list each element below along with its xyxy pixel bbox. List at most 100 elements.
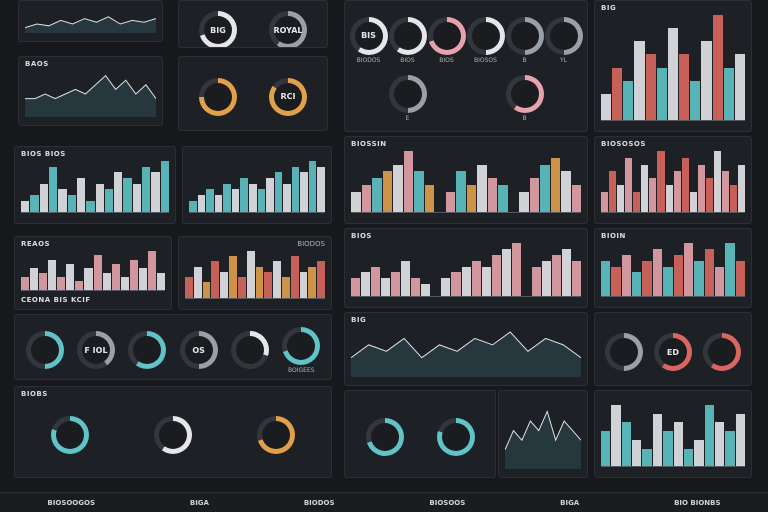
gauge-ring [388,74,427,113]
bar [299,271,308,298]
panel-m2: BIOSSIN [344,136,588,224]
bar [641,164,649,212]
panel-r5 [594,390,752,478]
bar [76,178,86,212]
gauge[interactable] [703,333,742,371]
bar [67,195,76,212]
bar [511,243,521,296]
bar [705,178,713,212]
bar [421,284,431,296]
gauge[interactable] [199,77,237,116]
gauge-value [471,21,500,50]
gauge[interactable]: BIOSOS [466,16,505,64]
bar [21,200,30,212]
bar [281,277,290,298]
gauge[interactable] [25,331,64,369]
gauge[interactable]: B [505,16,544,64]
footer-item[interactable]: BIO BIONBS [674,498,721,507]
bar [561,248,572,296]
gauge[interactable]: BIS BIODOS [349,16,388,64]
bar [652,413,663,466]
gauge[interactable]: E [388,74,427,122]
gauge[interactable] [365,418,404,456]
bar [266,178,274,212]
bar-plot [351,151,581,213]
line-area [25,16,156,33]
gauge[interactable] [604,333,643,371]
gauge-row: ED [599,323,747,381]
bar [84,268,93,290]
gauge[interactable] [128,331,167,369]
bar [93,255,102,290]
bar [317,261,325,298]
gauge[interactable]: RCI [269,77,307,116]
footer-item[interactable]: BIOSOOS [429,498,466,507]
gauge-ring [230,331,269,369]
bar [466,184,476,212]
gauge[interactable] [230,331,269,369]
panel-title: BIG [351,316,367,324]
gauge[interactable]: BIG [199,11,237,47]
bar [273,261,281,298]
gauge-ring [544,16,583,55]
gauge-ring [199,77,237,116]
gauge[interactable]: F IOL [76,331,115,369]
gauge[interactable]: YL [544,16,583,64]
gauge[interactable]: BIOS [388,16,427,64]
gauge-row: F IOL OS BOIGEES [19,325,327,375]
gauge-ring: ED [653,333,692,371]
gauge-value: F IOL [81,336,110,364]
bar [611,266,621,296]
bar [58,189,67,212]
bar [274,172,283,212]
gauge[interactable]: B [505,74,544,122]
bar [683,243,694,296]
gauge[interactable] [256,416,295,454]
bar [541,260,551,296]
footer-item[interactable]: BIGA [560,498,580,507]
gauge[interactable]: BOIGEES [282,326,321,374]
bar [481,266,491,296]
footer-item[interactable]: BIODOS [303,498,335,507]
bar [95,183,104,212]
gauge[interactable]: BIOS [427,16,466,64]
gauge-ring [256,416,295,454]
bar [714,266,725,296]
bar [663,431,673,466]
bar [393,164,403,212]
panel-title: BIG [601,4,617,12]
gauge-label: BIOSOS [474,56,497,64]
panel-l5: BIOS BIOS [14,146,176,224]
gauge-value [158,421,187,449]
gauge[interactable] [153,416,192,454]
bar [411,278,421,296]
series-line [505,411,581,449]
gauge[interactable]: ROYAL [269,11,307,47]
bar [617,184,625,212]
footer-item[interactable]: BIGA [189,498,209,507]
bar [735,260,746,296]
bar [673,254,683,296]
bar [461,266,471,296]
gauge-ring: OS [179,331,218,369]
bar [704,248,714,296]
panel-title: REAOS [21,240,51,248]
bar [730,184,738,212]
gauge[interactable] [51,416,90,454]
gauge[interactable]: ED [653,333,692,371]
gauge-label: BIOS [439,56,454,64]
bar [317,166,325,212]
gauge-value [441,423,470,451]
panel-m6 [498,390,588,478]
footer-item[interactable]: BIOSOOGOS [47,498,95,507]
bar [21,277,30,290]
gauge-value [510,21,539,50]
bar [690,80,701,120]
gauge-ring [505,74,544,113]
gauge[interactable]: OS [179,331,218,369]
gauge[interactable] [436,418,475,456]
bar [611,405,621,466]
bar [663,266,673,296]
gauge-ring [604,333,643,371]
bar [290,256,299,298]
